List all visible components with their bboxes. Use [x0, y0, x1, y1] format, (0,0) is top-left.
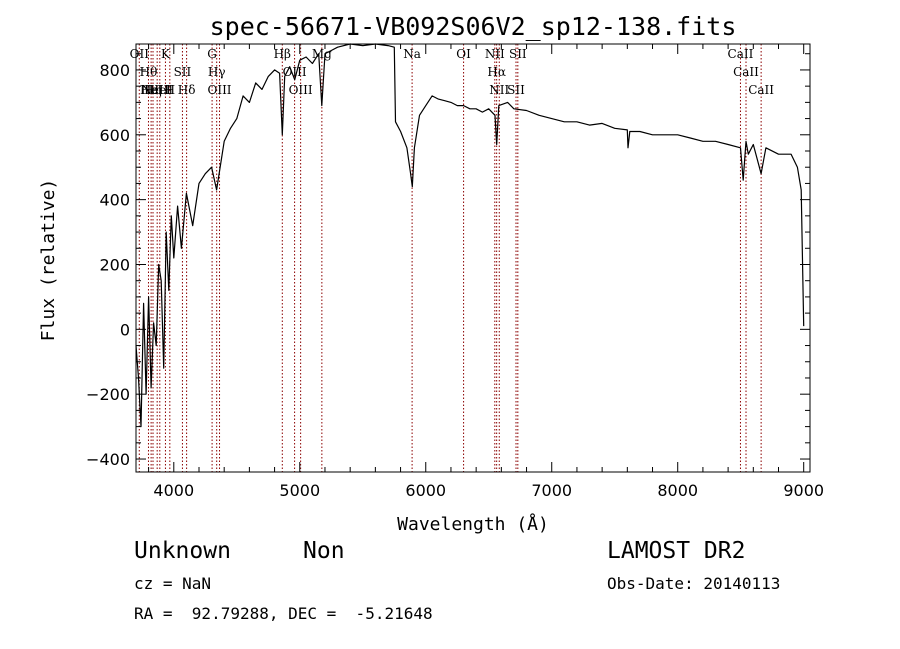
spectral-line-label: SII — [509, 47, 527, 61]
plot-axes: 4000 5000 6000 7000 8000 9000 −400 −200 0 200 400 6… — [86, 43, 824, 500]
spectral-line-label: CaII — [728, 47, 754, 61]
spectral-line-label: H — [165, 83, 175, 97]
x-axis-label: Wavelength (Å) — [397, 513, 549, 535]
coordinates-text: RA = 92.79288, DEC = -5.21648 — [134, 604, 433, 623]
x-tick-label: 5000 — [279, 481, 320, 500]
spectral-line-label: CaII — [733, 65, 759, 79]
spectral-line-label: G — [207, 47, 217, 61]
spectral-line-label: NeIII — [141, 83, 173, 97]
spectral-line-label: Hβ — [274, 47, 291, 61]
plot-frame — [135, 43, 811, 473]
y-tick-label: 600 — [99, 126, 130, 145]
y-tick-label: −200 — [86, 385, 130, 404]
spectrum-line — [135, 43, 805, 428]
spectral-line-label: Na — [403, 47, 421, 61]
object-class: Unknown — [134, 538, 231, 564]
spectral-line-label: HeI — [140, 83, 163, 97]
survey-name: LAMOST DR2 — [607, 538, 746, 564]
spectral-line-label: OIII — [207, 83, 231, 97]
obs-date: Obs-Date: 20140113 — [607, 574, 781, 593]
spectral-line-label: NII — [489, 83, 509, 97]
x-tick-label: 6000 — [405, 481, 446, 500]
spectral-line-label: SII — [174, 65, 192, 79]
y-tick-label: 0 — [120, 320, 130, 339]
spectral-line-label: SII — [507, 83, 525, 97]
x-tick-label: 9000 — [783, 481, 824, 500]
chart-title: spec-56671-VB092S06V2_sp12-138.fits — [210, 12, 737, 41]
spectral-line-markers — [138, 44, 762, 472]
y-tick-label: 200 — [99, 255, 130, 274]
spectral-line-label: OII — [130, 47, 150, 61]
spectral-line-label: Mg — [312, 47, 332, 61]
spectral-line-label: OI — [456, 47, 471, 61]
spectral-line-label: Hδ — [178, 83, 196, 97]
y-tick-label: −400 — [86, 450, 130, 469]
spectral-line-label: NII — [485, 47, 505, 61]
y-axis-label: Flux (relative) — [38, 179, 59, 342]
spectral-line-label: K — [161, 47, 171, 61]
y-tick-label: 800 — [99, 61, 130, 80]
spectral-line-label: OIII — [289, 83, 313, 97]
x-tick-label: 4000 — [153, 481, 194, 500]
spectral-line-label: Hθ — [140, 65, 158, 79]
object-subclass: Non — [303, 538, 345, 564]
spectral-line-label: OIII — [283, 65, 307, 79]
spectrum-series — [135, 43, 805, 428]
y-tick-label: 400 — [99, 191, 130, 210]
spectral-line-label: HeI — [149, 83, 172, 97]
x-tick-label: 8000 — [657, 481, 698, 500]
redshift-text: cz = NaN — [134, 574, 212, 593]
x-tick-label: 7000 — [531, 481, 572, 500]
spectral-line-label: Hη — [144, 83, 162, 97]
spectral-line-label: CaII — [748, 83, 774, 97]
spectral-line-label: Hα — [487, 65, 506, 79]
spectral-line-label: Hγ — [208, 65, 226, 79]
